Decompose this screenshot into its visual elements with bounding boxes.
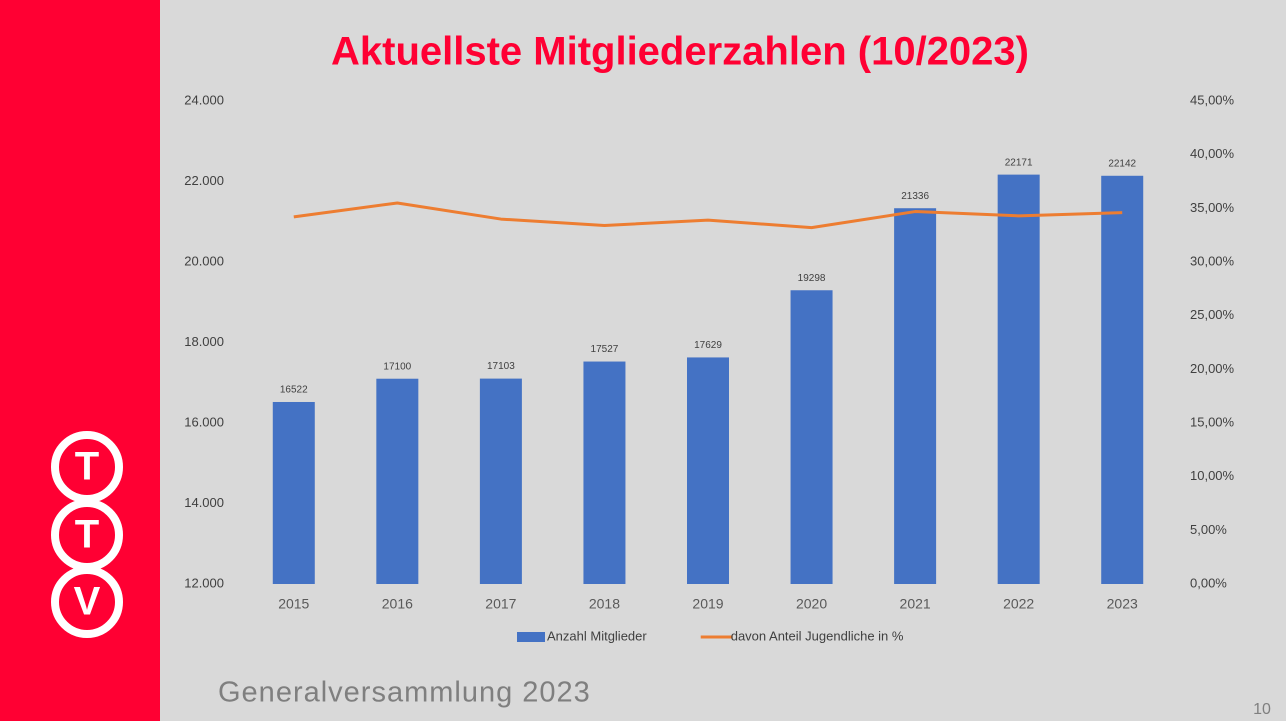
data-label: 16522 bbox=[280, 385, 308, 396]
x-tick-label: 2015 bbox=[278, 596, 309, 612]
data-label: 19298 bbox=[798, 273, 826, 284]
data-label: 22142 bbox=[1108, 158, 1136, 169]
y2-tick-label: 45,00% bbox=[1190, 92, 1235, 107]
y-tick-label: 14.000 bbox=[184, 495, 224, 510]
side-bar bbox=[0, 0, 160, 721]
data-label: 22171 bbox=[1005, 157, 1033, 168]
y-tick-label: 12.000 bbox=[184, 575, 224, 590]
y2-tick-label: 40,00% bbox=[1190, 146, 1235, 161]
x-tick-label: 2020 bbox=[796, 596, 827, 612]
data-label: 17629 bbox=[694, 340, 722, 351]
legend-label: Anzahl Mitglieder bbox=[547, 628, 647, 643]
y-tick-label: 24.000 bbox=[184, 92, 224, 107]
y-tick-label: 16.000 bbox=[184, 414, 224, 429]
logo-letter: T bbox=[75, 513, 99, 557]
y2-tick-label: 30,00% bbox=[1190, 253, 1235, 268]
footer: Generalversammlung 2023 bbox=[218, 677, 591, 709]
x-tick-label: 2021 bbox=[900, 596, 931, 612]
x-tick-label: 2018 bbox=[589, 596, 620, 612]
logo-ring bbox=[51, 566, 123, 638]
bar bbox=[376, 378, 419, 584]
y-tick-label: 20.000 bbox=[184, 253, 224, 268]
x-tick-label: 2016 bbox=[382, 596, 413, 612]
y2-tick-label: 15,00% bbox=[1190, 414, 1235, 429]
bar bbox=[479, 378, 522, 584]
legend-swatch bbox=[517, 632, 545, 642]
y-tick-label: 18.000 bbox=[184, 334, 224, 349]
logo bbox=[51, 431, 123, 638]
y2-tick-label: 25,00% bbox=[1190, 307, 1235, 322]
y2-tick-label: 20,00% bbox=[1190, 361, 1235, 376]
y2-tick-label: 5,00% bbox=[1190, 522, 1227, 537]
logo-letter: V bbox=[74, 580, 101, 624]
y2-tick-label: 0,00% bbox=[1190, 575, 1227, 590]
x-tick-label: 2019 bbox=[692, 596, 723, 612]
data-label: 21336 bbox=[901, 191, 929, 202]
line bbox=[293, 201, 1123, 230]
bar bbox=[997, 174, 1040, 584]
data-label: 17100 bbox=[383, 361, 411, 372]
y-tick-label: 22.000 bbox=[184, 173, 224, 188]
bar bbox=[790, 290, 833, 584]
bar bbox=[894, 208, 937, 584]
bar bbox=[583, 361, 626, 584]
data-label: 17527 bbox=[591, 344, 619, 355]
x-tick-label: 2022 bbox=[1003, 596, 1034, 612]
bar bbox=[1101, 175, 1144, 585]
legend-label: davon Anteil Jugendliche in % bbox=[731, 628, 904, 643]
y2-tick-label: 10,00% bbox=[1190, 468, 1235, 483]
bar bbox=[272, 401, 315, 584]
page-number: 10 bbox=[1253, 701, 1271, 718]
bar bbox=[687, 357, 729, 584]
chart-title: Aktuellste Mitgliederzahlen (10/2023) bbox=[331, 30, 1029, 74]
x-tick-label: 2023 bbox=[1107, 596, 1138, 612]
x-tick-label: 2017 bbox=[485, 596, 516, 612]
logo-letter: T bbox=[75, 445, 99, 489]
data-label: 17103 bbox=[487, 361, 515, 372]
y2-tick-label: 35,00% bbox=[1190, 200, 1235, 215]
